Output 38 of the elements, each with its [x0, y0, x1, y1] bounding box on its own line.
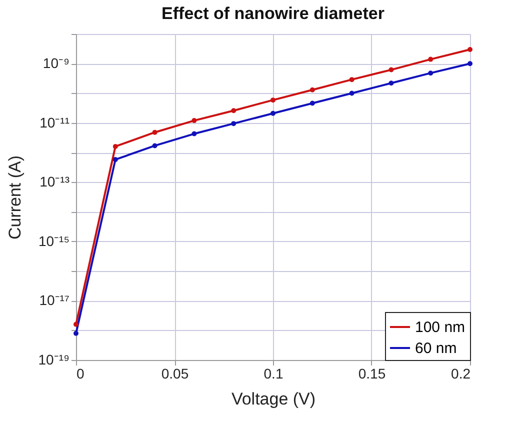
point — [270, 110, 276, 116]
point — [192, 118, 197, 124]
y-tick-label: 10⁻¹⁷ — [39, 292, 70, 308]
y-tick-label: 10⁻⁹ — [42, 55, 70, 72]
point — [112, 157, 118, 162]
point — [231, 108, 236, 114]
point — [428, 56, 434, 62]
point — [152, 143, 158, 148]
point — [349, 77, 354, 82]
x-axis-title: Voltage (V) — [231, 390, 316, 408]
x-tick-label: 0 — [76, 366, 84, 382]
point — [74, 322, 78, 327]
point — [231, 121, 236, 126]
point — [388, 67, 394, 72]
y-tick-label: 10⁻¹³ — [40, 174, 70, 190]
x-tick-label: 0.2 — [451, 366, 471, 382]
point — [310, 100, 315, 106]
y-axis-title: Current (A) — [5, 155, 24, 240]
chart-title: Effect of nanowire diameter — [162, 4, 385, 23]
y-tick-label: 10⁻¹⁵ — [38, 232, 70, 249]
y-tick-label: 10⁻¹¹ — [40, 114, 70, 130]
x-tick-label: 0.05 — [161, 366, 189, 382]
x-tick-label: 0.1 — [264, 366, 284, 382]
point — [152, 130, 158, 135]
point — [192, 131, 197, 136]
point — [349, 90, 354, 96]
point — [388, 80, 394, 86]
point — [310, 87, 315, 92]
y-tick-label: 10⁻¹⁹ — [38, 352, 70, 368]
point — [74, 330, 78, 336]
point — [428, 70, 434, 76]
point — [112, 144, 118, 149]
legend-label: 100 nm — [415, 319, 466, 336]
x-tick-label: 0.15 — [358, 366, 386, 382]
legend-label: 60 nm — [415, 340, 457, 357]
point — [468, 61, 472, 66]
point — [468, 47, 472, 52]
point — [270, 98, 276, 103]
